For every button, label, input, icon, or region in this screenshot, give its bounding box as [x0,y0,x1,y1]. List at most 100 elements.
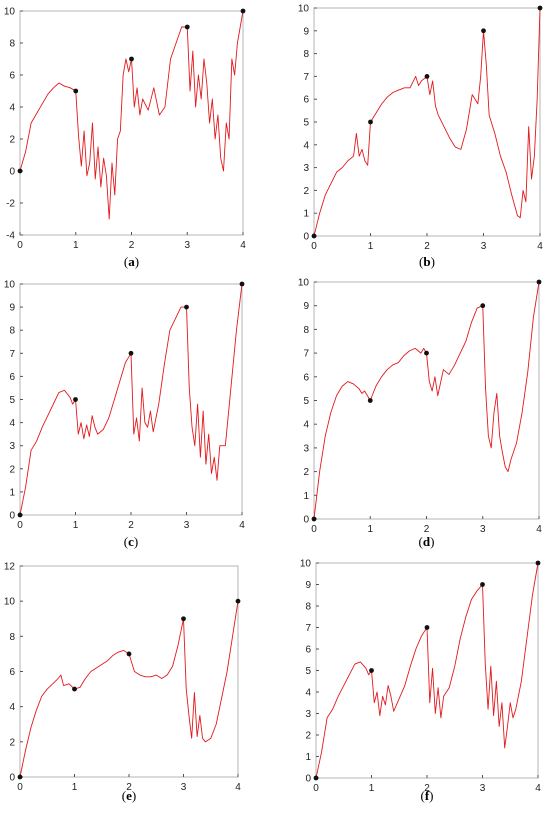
interpolation-point [181,616,186,622]
interpolation-point [17,512,23,518]
plot-frame [19,565,239,778]
x-tick-label: 4 [240,240,246,251]
x-tick-label: 3 [480,524,486,535]
interpolation-point [311,233,317,239]
y-tick-label: 2 [305,731,311,742]
series-line [315,562,539,779]
y-tick-label: 4 [9,103,15,114]
panel-caption: (a) [124,254,139,269]
y-tick-label: 6 [303,95,309,106]
y-tick-label: 9 [9,303,15,314]
interpolation-point [239,281,245,287]
y-tick-label: 7 [9,349,15,360]
y-tick-label: 3 [303,443,309,454]
y-tick-label: 2 [303,186,309,197]
y-tick-label: 10 [298,4,310,15]
series-line [19,601,239,778]
y-tick-label: 3 [305,709,311,720]
plot-frame [19,283,243,516]
x-tick-label: 3 [481,241,487,252]
y-tick-label: 6 [9,667,15,678]
caption-letter: c [128,534,134,549]
y-tick-label: 4 [303,140,309,151]
plot-frame [313,7,541,237]
y-tick-label: 0 [303,232,309,243]
y-tick-label: 2 [9,135,15,146]
caption-letter: a [128,254,135,269]
caption-letter: e [126,788,132,803]
x-tick-label: 1 [73,240,79,251]
y-tick-label: 9 [303,26,309,37]
y-tick-label: 0 [9,167,15,178]
series-line [313,7,541,237]
interpolation-point [480,582,485,587]
interpolation-point [72,686,77,692]
caption-letter: d [423,534,431,549]
x-tick-label: 0 [313,783,319,794]
y-tick-label: 4 [9,702,15,713]
x-tick-label: 0 [311,241,317,252]
y-tick-label: 8 [9,632,15,643]
y-tick-label: 6 [305,645,311,656]
interpolation-point [126,651,132,657]
y-tick-label: 8 [305,602,311,613]
interpolation-point [536,279,542,285]
y-tick-label: 8 [303,325,309,336]
x-tick-label: 2 [128,520,134,531]
interpolation-point [184,24,190,30]
interpolation-point [480,303,486,309]
y-tick-label: 7 [305,623,311,634]
y-tick-label: 7 [303,72,309,83]
interpolation-point [17,168,23,174]
y-tick-label: 5 [303,118,309,129]
x-tick-label: 1 [368,241,374,252]
interpolation-point [481,28,486,34]
interpolation-point [184,304,189,310]
y-tick-label: 2 [303,467,309,478]
y-tick-label: 3 [9,441,15,452]
y-tick-label: 10 [4,597,16,608]
y-tick-label: 0 [305,774,311,785]
series-line [19,283,243,516]
x-tick-label: 3 [181,782,187,793]
x-tick-label: 4 [535,783,541,794]
x-tick-label: 1 [367,524,373,535]
interpolation-point [367,398,373,403]
interpolation-point [17,774,23,780]
y-tick-label: 1 [9,487,15,498]
y-tick-label: 9 [303,301,309,312]
x-tick-label: 0 [17,782,23,793]
y-tick-label: -2 [6,199,15,210]
y-tick-label: 5 [303,396,309,407]
interpolation-point [369,668,374,673]
panel-caption: (f) [420,788,433,803]
panel-a: 0 1 2 3 4 -4 -2 0 2 4 6 8 10 (a) [4,7,246,270]
y-tick-label: 1 [303,491,309,502]
y-tick-label: 1 [305,752,311,763]
y-tick-label: 8 [9,39,15,50]
x-tick-label: 1 [72,782,78,793]
y-tick-label: 8 [303,49,309,60]
caption-letter: b [423,254,430,269]
x-tick-label: 1 [73,520,79,531]
x-tick-label: 0 [17,520,23,531]
y-tick-label: -4 [6,231,15,242]
interpolation-point [73,88,79,94]
y-tick-label: 10 [298,278,310,289]
interpolation-point [368,119,373,125]
y-tick-label: 4 [9,418,15,429]
x-tick-label: 1 [369,783,375,794]
plot-frame [313,281,540,520]
y-tick-label: 5 [9,395,15,406]
panel-caption: (c) [124,534,138,549]
y-tick-label: 10 [4,280,16,291]
y-tick-label: 10 [300,559,312,570]
y-tick-label: 4 [305,688,311,699]
x-tick-label: 4 [536,524,542,535]
y-tick-label: 3 [303,163,309,174]
y-tick-label: 2 [9,737,15,748]
x-tick-label: 3 [184,520,190,531]
y-tick-label: 6 [303,372,309,383]
y-tick-label: 6 [9,71,15,82]
